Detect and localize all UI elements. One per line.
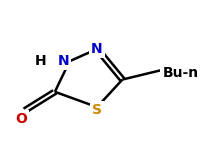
Text: Bu-n: Bu-n xyxy=(162,66,199,80)
Text: S: S xyxy=(92,103,102,117)
Text: H: H xyxy=(34,54,46,68)
Text: O: O xyxy=(15,112,27,126)
Text: N: N xyxy=(91,42,103,56)
Text: N: N xyxy=(57,54,69,68)
